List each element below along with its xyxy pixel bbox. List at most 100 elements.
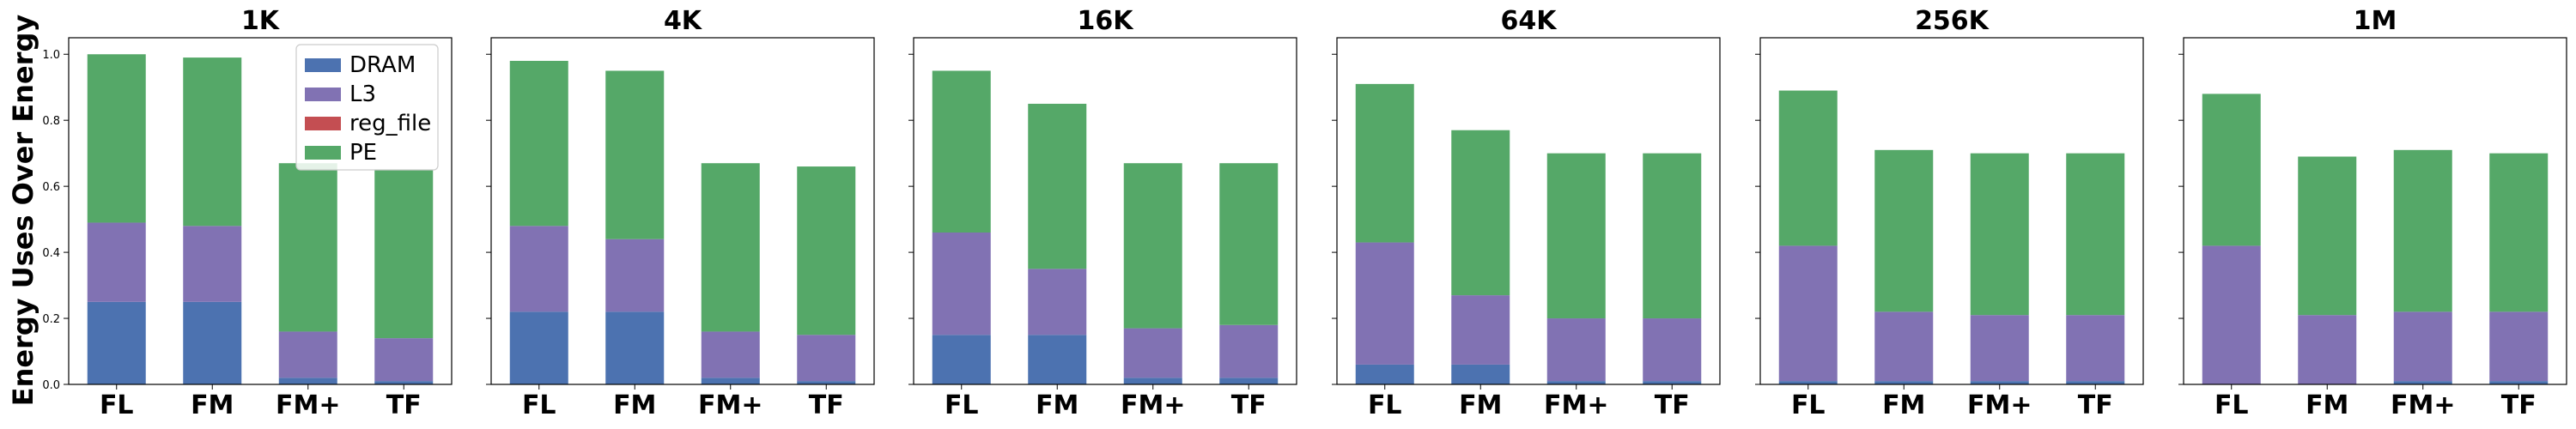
bar-l3-fmplus (701, 331, 760, 378)
y-axis-label: Energy Uses Over Energy (7, 15, 39, 407)
bar-dram-fl (932, 335, 991, 384)
bar-l3-fmplus (278, 331, 337, 378)
bar-l3-fm (2298, 315, 2357, 384)
chart-panels: 1K 0.0 0.2 0.4 0.6 0.8 1.0 FL FM FM+ TF 4K FL FM FM+ TF… (42, 6, 2567, 420)
plot-frame (490, 37, 875, 385)
x-tick-label: FM+ (1967, 390, 2032, 420)
panel-1k: 1K 0.0 0.2 0.4 0.6 0.8 1.0 FL FM FM+ TF (42, 6, 453, 420)
bar-dram-fl (1355, 364, 1414, 384)
plot-frame (68, 37, 453, 385)
bar-l3-tf (2489, 311, 2549, 382)
bar-dram-tf (2066, 381, 2125, 384)
bar-l3-fmplus (1970, 315, 2029, 382)
bar-l3-fmplus (1546, 318, 1606, 382)
x-tick-label: FM (1882, 390, 1925, 420)
bar-pe-tf (2066, 153, 2125, 316)
x-tick-label: TF (1655, 390, 1690, 420)
bar-pe-fl (2202, 94, 2261, 246)
x-tick-label: FL (100, 390, 134, 420)
x-tick-label: TF (1231, 390, 1267, 420)
x-tick-label: FL (522, 390, 556, 420)
bar-dram-fl (87, 301, 146, 384)
x-tick-label: FM+ (2391, 390, 2455, 420)
x-tick-label: FM (1036, 390, 1078, 420)
panel-4k: 4K FL FM FM+ TF (486, 6, 875, 420)
bar-dram-tf (1219, 378, 1279, 384)
bar-l3-fm (1028, 269, 1087, 335)
bar-pe-fl (1355, 83, 1414, 243)
bar-l3-fm (1451, 295, 1510, 365)
legend-label: PE (349, 140, 377, 166)
bar-pe-fm (183, 57, 242, 227)
x-tick-label: FM+ (1121, 390, 1185, 420)
bar-dram-fl (1778, 381, 1838, 384)
y-tick-label: 0.2 (42, 313, 60, 326)
panel-title: 1M (2354, 6, 2397, 36)
bar-l3-fmplus (1123, 328, 1182, 378)
plot-frame (1336, 37, 1721, 385)
legend-label: reg_file (349, 111, 431, 136)
bar-pe-tf (1643, 153, 1702, 319)
bar-l3-tf (1643, 318, 1702, 382)
bar-pe-fm (1451, 130, 1510, 296)
legend: DRAM L3 reg_file PE (295, 44, 439, 171)
bar-dram-fm (1874, 381, 1934, 384)
bar-l3-fm (605, 239, 665, 312)
bar-pe-fl (932, 70, 991, 233)
bar-pe-fmplus (701, 163, 760, 332)
bar-pe-fm (2298, 156, 2357, 316)
legend-swatch-l3 (305, 88, 341, 101)
bar-pe-tf (1219, 163, 1279, 325)
bar-pe-fmplus (278, 163, 337, 332)
panel-title: 16K (1078, 6, 1135, 36)
bar-l3-fm (183, 226, 242, 302)
legend-label: DRAM (349, 52, 416, 78)
panel-title: 64K (1501, 6, 1558, 36)
bar-dram-tf (797, 381, 856, 384)
bar-pe-fl (1778, 90, 1838, 246)
bar-pe-tf (2489, 153, 2549, 312)
panel-16k: 16K FL FM FM+ TF (908, 6, 1297, 420)
bar-l3-fl (1355, 242, 1414, 365)
panel-256k: 256K FL FM FM+ TF (1755, 6, 2144, 420)
bar-l3-tf (797, 335, 856, 382)
panel-title: 1K (241, 6, 281, 36)
bar-dram-fm (183, 301, 242, 384)
panel-1m: 1M FL FM FM+ TF (2178, 6, 2567, 420)
bar-dram-fmplus (701, 378, 760, 384)
x-tick-label: TF (386, 390, 422, 420)
bar-l3-fmplus (2393, 311, 2452, 382)
legend-box (295, 44, 439, 171)
bar-l3-fl (2202, 245, 2261, 384)
x-tick-label: TF (2501, 390, 2537, 420)
bar-pe-tf (797, 166, 856, 335)
bar-pe-fl (87, 54, 146, 223)
bar-dram-fl (509, 311, 568, 384)
legend-label: L3 (349, 82, 376, 107)
bar-l3-fl (932, 233, 991, 335)
bar-l3-tf (374, 338, 434, 382)
bar-pe-fm (1874, 149, 1934, 312)
bar-dram-fmplus (278, 378, 337, 384)
x-tick-label: FM+ (1544, 390, 1608, 420)
legend-swatch-dram (305, 58, 341, 72)
bar-l3-tf (2066, 315, 2125, 382)
x-tick-label: FM+ (698, 390, 762, 420)
x-tick-label: FM (1459, 390, 1502, 420)
x-tick-label: FM (2306, 390, 2348, 420)
plot-frame (2183, 37, 2567, 385)
x-tick-label: FL (2215, 390, 2249, 420)
bar-l3-fm (1874, 311, 1934, 382)
y-tick-label: 1.0 (42, 49, 60, 62)
legend-swatch-pe (305, 146, 341, 160)
y-tick-label: 0.0 (42, 379, 60, 392)
x-tick-label: FM (191, 390, 234, 420)
bar-dram-fm (1028, 335, 1087, 384)
bar-pe-tf (374, 169, 434, 339)
bar-l3-tf (1219, 324, 1279, 378)
x-tick-label: FM (613, 390, 656, 420)
plot-frame (1759, 37, 2144, 385)
bar-pe-fm (605, 70, 665, 239)
bar-dram-fm (605, 311, 665, 384)
